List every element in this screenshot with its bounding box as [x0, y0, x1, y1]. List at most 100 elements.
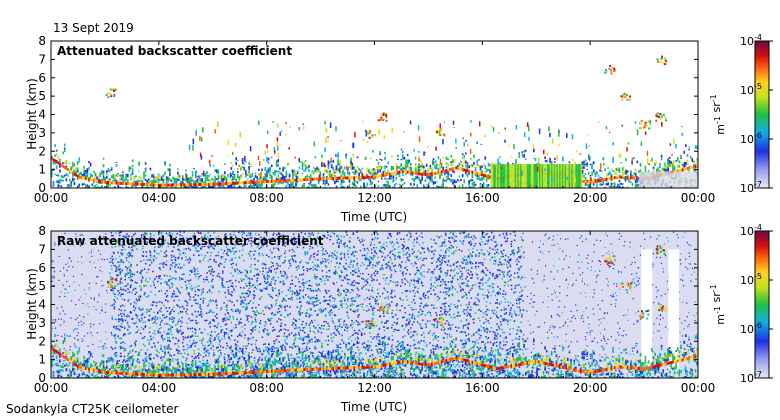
cloud-base-cell — [109, 181, 112, 185]
backscatter-cell — [468, 165, 470, 169]
noise-cell — [490, 365, 493, 367]
backscatter-cell — [408, 167, 411, 173]
noise-cell — [391, 296, 394, 299]
noise-cell — [462, 311, 464, 313]
backscatter-cell — [292, 170, 294, 175]
backscatter-cell — [630, 170, 632, 173]
noise-cell — [459, 232, 461, 235]
backscatter-cell — [162, 178, 165, 182]
backscatter-cell — [546, 152, 549, 156]
backscatter-cell — [612, 142, 614, 146]
backscatter-cell — [670, 160, 673, 163]
noise-cell — [234, 270, 236, 273]
noise-cell — [160, 232, 163, 235]
noise-cell — [255, 368, 257, 371]
backscatter-cell — [209, 173, 212, 176]
backscatter-cell — [374, 173, 377, 176]
backscatter-cell — [102, 177, 105, 182]
noise-cell — [509, 311, 511, 314]
noise-cell — [209, 339, 212, 342]
cloud-base-cell — [308, 177, 310, 181]
noise-cell — [384, 279, 387, 281]
noise-cell — [223, 302, 225, 304]
backscatter-cell — [374, 184, 377, 188]
noise-cell — [506, 319, 508, 321]
cloud-base-cell — [327, 177, 330, 181]
backscatter-cell — [356, 181, 359, 184]
backscatter-cell — [696, 159, 698, 165]
noise-cell — [477, 342, 479, 344]
backscatter-cell — [492, 127, 495, 132]
noise-cell — [382, 372, 385, 375]
noise-cell — [427, 247, 429, 249]
noise-cell — [216, 326, 218, 329]
backscatter-cell — [524, 149, 527, 152]
aloft-feature-cell — [385, 113, 388, 116]
backscatter-cell — [356, 170, 359, 175]
noise-cell — [345, 291, 347, 294]
backscatter-cell — [125, 186, 128, 188]
backscatter-cell — [122, 175, 124, 179]
backscatter-cell — [288, 186, 291, 188]
noise-cell — [391, 339, 394, 341]
backscatter-cell — [93, 185, 95, 187]
backscatter-cell — [479, 170, 482, 175]
cloud-base-cell — [288, 178, 291, 182]
noise-cell — [163, 356, 165, 359]
noise-cell — [305, 243, 307, 246]
cloud-base-cell — [329, 177, 332, 181]
backscatter-cell — [115, 164, 118, 167]
noise-cell — [505, 312, 508, 315]
backscatter-cell — [498, 132, 501, 134]
noise-cell — [493, 309, 496, 312]
backscatter-cell — [94, 175, 97, 180]
backscatter-cell — [583, 174, 585, 177]
backscatter-cell — [458, 180, 461, 182]
backscatter-cell — [342, 186, 344, 188]
cloud-base-cell — [476, 172, 479, 176]
backscatter-cell — [86, 172, 89, 178]
backscatter-cell — [266, 171, 268, 174]
backscatter-cell — [634, 168, 637, 174]
backscatter-cell — [390, 165, 393, 170]
backscatter-cell — [107, 178, 110, 181]
backscatter-cell — [321, 162, 323, 167]
backscatter-cell — [52, 160, 55, 164]
noise-cell — [391, 291, 393, 293]
backscatter-cell — [372, 149, 374, 153]
noise-cell — [165, 232, 168, 235]
noise-cell — [488, 252, 491, 255]
backscatter-cell — [275, 177, 278, 181]
backscatter-cell — [510, 156, 513, 158]
noise-cell — [149, 240, 152, 242]
backscatter-cell — [105, 172, 108, 176]
noise-cell — [474, 376, 476, 378]
noise-cell — [369, 332, 371, 334]
noise-cell — [171, 286, 174, 288]
aloft-feature-cell — [610, 72, 613, 75]
cloud-base-cell — [277, 179, 280, 183]
cloud-base-cell — [280, 179, 283, 183]
cloud-base-cell — [298, 178, 301, 182]
noise-cell — [517, 276, 520, 279]
backscatter-cell — [285, 173, 288, 178]
noise-cell — [269, 249, 271, 251]
backscatter-cell — [96, 176, 98, 181]
cloud-base-cell — [596, 179, 598, 183]
noise-cell — [232, 250, 235, 253]
backscatter-cell — [54, 154, 56, 158]
backscatter-cell — [214, 185, 216, 188]
noise-cell — [449, 361, 451, 363]
noise-cell — [456, 291, 459, 293]
backscatter-cell — [504, 127, 506, 130]
cloud-base-cell — [400, 170, 403, 174]
noise-cell — [184, 252, 186, 255]
noise-cell — [386, 327, 388, 330]
cloud-base-cell — [104, 180, 107, 184]
noise-cell — [430, 314, 432, 317]
noise-cell — [168, 318, 171, 321]
noise-cell — [311, 354, 314, 357]
noise-cell — [232, 353, 234, 356]
backscatter-cell — [618, 183, 621, 185]
noise-cell — [345, 259, 347, 261]
